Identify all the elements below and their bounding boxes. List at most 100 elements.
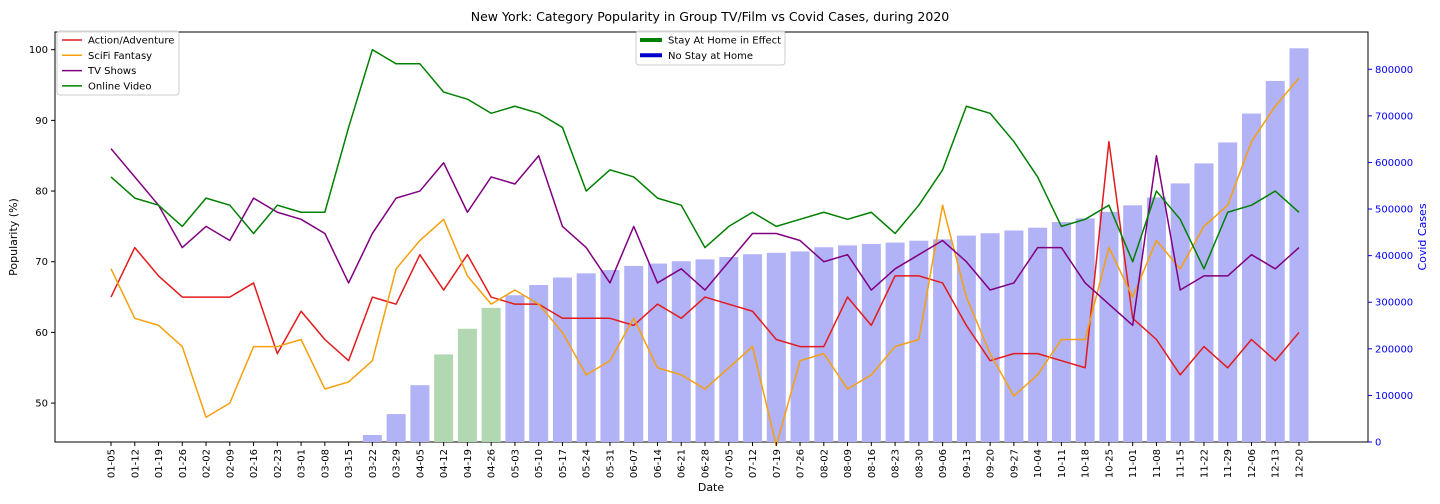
x-tick-label: 05-10: [534, 449, 545, 478]
x-tick-label: 11-01: [1128, 449, 1139, 478]
y-tick-label: 70: [35, 257, 48, 268]
covid-bar-06-21: [671, 261, 691, 442]
x-tick-label: 03-15: [344, 449, 355, 478]
legend-label: Action/Adventure: [88, 36, 174, 47]
x-tick-label: 09-27: [1009, 449, 1020, 478]
x-tick-label: 05-17: [558, 449, 569, 478]
covid-bar-06-07: [624, 265, 644, 442]
x-tick-label: 10-11: [1057, 449, 1068, 478]
y-tick-label: 90: [35, 116, 48, 127]
legend-label: SciFi Fantasy: [88, 51, 152, 62]
x-tick-label: 07-26: [796, 449, 807, 478]
covid-bar-04-05: [410, 385, 430, 442]
x-tick-label: 03-29: [392, 449, 403, 478]
lines-layer: [110, 48, 1300, 447]
x-tick-label: 01-05: [107, 449, 118, 478]
x-tick-label: 08-02: [819, 449, 830, 478]
covid-bar-07-05: [719, 257, 739, 442]
legend-series: Action/Adventure SciFi Fantasy TV Shows Onl…: [56, 30, 180, 96]
covid-bar-06-28: [695, 259, 715, 442]
x-tick-label: 10-25: [1104, 449, 1115, 478]
x-tick-label: 03-08: [320, 449, 331, 478]
x-tick-label: 05-03: [510, 449, 521, 478]
x-tick-label: 12-06: [1247, 449, 1258, 478]
x-tick-label: 04-05: [415, 449, 426, 478]
x-tick-label: 06-28: [701, 449, 712, 478]
covid-bar-10-04: [1028, 227, 1048, 442]
covid-bar-11-22: [1194, 163, 1214, 442]
x-tick-label: 03-01: [297, 449, 308, 478]
x-tick-label: 12-13: [1271, 449, 1282, 478]
x-tick-label: 02-02: [202, 449, 213, 478]
series-line-tv-shows: [110, 148, 1300, 327]
x-axis-label: Date: [698, 481, 725, 494]
x-tick-label: 06-07: [629, 449, 640, 478]
x-tick-label: 07-19: [772, 449, 783, 478]
y2-axis-label: Covid Cases: [1416, 203, 1429, 270]
bars-layer: [362, 48, 1309, 443]
legend-box: [56, 30, 180, 96]
covid-bar-03-29: [386, 414, 406, 442]
x-tick-label: 06-21: [677, 449, 688, 478]
y-axis: 50 60 70 80 90 100: [29, 45, 55, 410]
series-line-action-adventure: [110, 140, 1300, 376]
covid-bar-05-24: [576, 273, 596, 442]
x-tick-label: 04-26: [487, 449, 498, 478]
legend2-label: No Stay at Home: [668, 51, 753, 62]
x-tick-label: 02-09: [225, 449, 236, 478]
x-tick-label: 04-19: [463, 449, 474, 478]
y2-tick-label: 100000: [1375, 391, 1413, 402]
x-tick-label: 03-22: [368, 449, 379, 478]
covid-bar-12-06: [1241, 113, 1261, 442]
x-tick-label: 01-12: [130, 449, 141, 478]
y2-tick-label: 300000: [1375, 298, 1413, 309]
y-tick-label: 100: [29, 45, 48, 56]
y-tick-label: 60: [35, 328, 48, 339]
legend2-label: Stay At Home in Effect: [668, 36, 781, 47]
covid-bar-10-25: [1099, 211, 1119, 442]
y-axis-label: Popularity (%): [7, 198, 20, 276]
covid-bar-05-10: [529, 284, 549, 442]
chart-title: New York: Category Popularity in Group T…: [471, 9, 950, 24]
y2-tick-label: 400000: [1375, 251, 1413, 262]
x-tick-label: 08-09: [843, 449, 854, 478]
covid-bar-08-16: [861, 243, 881, 442]
covid-bar-05-03: [505, 295, 525, 442]
x-tick-label: 06-14: [653, 449, 664, 478]
covid-bar-12-13: [1265, 80, 1285, 443]
y2-tick-label: 600000: [1375, 158, 1413, 169]
covid-bar-11-15: [1170, 183, 1190, 443]
x-tick-label: 05-31: [605, 449, 616, 478]
x-axis: 01-05 01-12 01-19 01-26 02-02 02-09 02-16 02-23…: [107, 442, 1306, 478]
covid-bar-08-09: [838, 245, 858, 442]
y2-tick-label: 200000: [1375, 344, 1413, 355]
y-tick-label: 50: [35, 399, 48, 410]
x-tick-label: 08-16: [867, 449, 878, 478]
x-tick-label: 11-15: [1176, 449, 1187, 478]
covid-bar-11-29: [1218, 142, 1238, 443]
x-tick-label: 01-26: [178, 449, 189, 478]
x-tick-label: 01-19: [154, 449, 165, 478]
x-tick-label: 12-20: [1295, 449, 1306, 478]
y2-tick-label: 700000: [1375, 111, 1413, 122]
y-tick-label: 80: [35, 187, 48, 198]
covid-bar-12-20: [1289, 48, 1309, 443]
covid-bar-07-19: [766, 252, 786, 442]
covid-bar-04-26: [481, 307, 501, 442]
x-tick-label: 08-30: [914, 449, 925, 478]
x-tick-label: 04-12: [439, 449, 450, 478]
covid-bar-10-18: [1075, 218, 1095, 442]
covid-bar-09-13: [956, 235, 976, 442]
legend-stay-home: Stay At Home in Effect No Stay at Home: [635, 30, 786, 66]
x-tick-label: 07-05: [724, 449, 735, 478]
x-tick-label: 09-20: [986, 449, 997, 478]
covid-bar-04-12: [434, 354, 454, 442]
legend-label: TV Shows: [87, 66, 136, 77]
x-tick-label: 10-04: [1033, 449, 1044, 478]
legend2-box: [635, 30, 786, 66]
y2-tick-label: 0: [1375, 438, 1381, 449]
covid-bar-09-27: [1004, 230, 1024, 442]
x-tick-label: 10-18: [1081, 449, 1092, 478]
y2-tick-label: 500000: [1375, 205, 1413, 216]
